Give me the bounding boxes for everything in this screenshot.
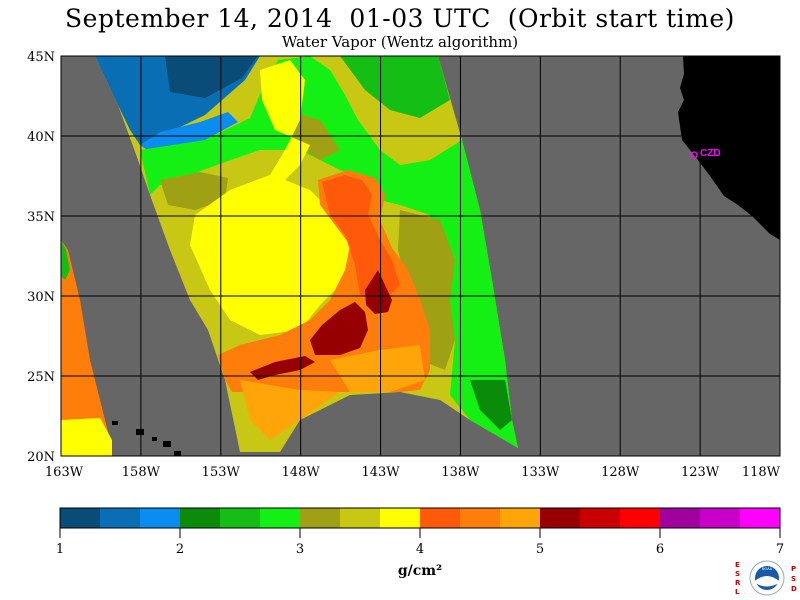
lon-label: 118W	[742, 465, 781, 480]
page-subtitle: Water Vapor (Wentz algorithm)	[281, 33, 519, 51]
map-body	[61, 56, 780, 456]
lon-label: 158W	[122, 465, 161, 480]
colorbar-swatch	[580, 508, 621, 528]
lon-label: 143W	[361, 465, 400, 480]
region-green-1	[140, 56, 518, 448]
colorbar-swatch	[500, 508, 541, 528]
hawaii-islands	[112, 421, 181, 456]
swath-left-yellow	[61, 418, 112, 456]
station-marker-icon	[690, 151, 698, 159]
lon-label: 123W	[681, 465, 720, 480]
colorbar-swatch	[60, 508, 101, 528]
colorbar-tick-label: 3	[296, 542, 304, 557]
colorbar-swatch	[180, 508, 221, 528]
longitude-labels: 163W 158W 153W 148W 143W 138W 133W 128W 123W 118W	[45, 465, 781, 480]
logo-letter: S	[791, 575, 796, 583]
colorbar	[59, 507, 781, 529]
region-green-3	[470, 380, 512, 430]
region-darkred-1	[310, 302, 368, 355]
region-green-2	[340, 56, 450, 118]
swath-left	[61, 240, 112, 456]
lat-label: 35N	[27, 210, 55, 225]
swath-left-green	[61, 240, 70, 280]
colorbar-ticks: 1 2 3 4 5 6 7	[56, 528, 784, 557]
logo-letter: D	[791, 585, 797, 593]
colorbar-tick-label: 6	[656, 542, 664, 557]
colorbar-swatch	[660, 508, 701, 528]
colorbar-tick-label: 2	[176, 542, 184, 557]
lat-label: 40N	[27, 130, 55, 145]
colorbar-swatch	[460, 508, 501, 528]
region-blue-light	[140, 112, 238, 152]
colorbar-swatch	[380, 508, 421, 528]
colorbar-swatch	[620, 508, 661, 528]
page-title: September 14, 2014 01-03 UTC (Orbit star…	[65, 4, 735, 33]
lon-label: 133W	[521, 465, 560, 480]
logo-text: NOAA	[762, 567, 773, 571]
colorbar-swatch	[420, 508, 461, 528]
noaa-logo: E S R L P S D NOAA	[735, 560, 797, 596]
colorbar-tick-label: 5	[536, 542, 544, 557]
lat-label: 30N	[27, 290, 55, 305]
lon-label: 163W	[45, 465, 84, 480]
region-darkred-3	[250, 356, 315, 380]
colorbar-swatch	[300, 508, 341, 528]
station-marker: CZD	[690, 148, 721, 159]
region-blue-dark	[165, 56, 258, 98]
lat-label: 25N	[27, 370, 55, 385]
region-olive-2	[398, 210, 455, 370]
region-olive-1	[160, 172, 228, 210]
colorbar-swatch	[700, 508, 741, 528]
logo-letters: E S R L P S D	[735, 561, 797, 596]
latitude-labels: 45N 40N 35N 30N 25N 20N	[27, 50, 55, 465]
station-label: CZD	[700, 148, 721, 159]
region-darkred-2	[365, 270, 392, 314]
colorbar-tick-label: 4	[416, 542, 424, 557]
lat-label: 20N	[27, 450, 55, 465]
logo-letter: L	[735, 588, 740, 596]
colorbar-tick-label: 1	[56, 542, 64, 557]
logo-letter: S	[735, 570, 740, 578]
colorbar-swatch	[340, 508, 381, 528]
region-orange-4	[330, 345, 425, 392]
lon-label: 148W	[282, 465, 321, 480]
logo-letter: P	[791, 565, 796, 573]
colorbar-swatch	[260, 508, 301, 528]
map-grid	[61, 56, 780, 456]
region-orange-1	[218, 170, 430, 392]
colorbar-swatch	[220, 508, 261, 528]
lat-label: 45N	[27, 50, 55, 65]
land-area	[678, 56, 780, 240]
map-frame	[60, 55, 781, 457]
lon-label: 138W	[441, 465, 480, 480]
logo-bird-icon	[755, 576, 779, 587]
lon-label: 128W	[601, 465, 640, 480]
colorbar-tick-label: 7	[776, 542, 784, 557]
region-yellow-2	[200, 235, 250, 300]
colorbar-swatch	[540, 508, 581, 528]
colorbar-swatch	[140, 508, 181, 528]
region-orange-3	[240, 380, 340, 440]
colorbar-swatch	[740, 508, 781, 528]
lon-label: 153W	[202, 465, 241, 480]
logo-letter: R	[735, 579, 741, 587]
colorbar-swatch	[100, 508, 141, 528]
colorbar-unit: g/cm²	[397, 563, 443, 579]
logo-letter: E	[735, 561, 740, 569]
